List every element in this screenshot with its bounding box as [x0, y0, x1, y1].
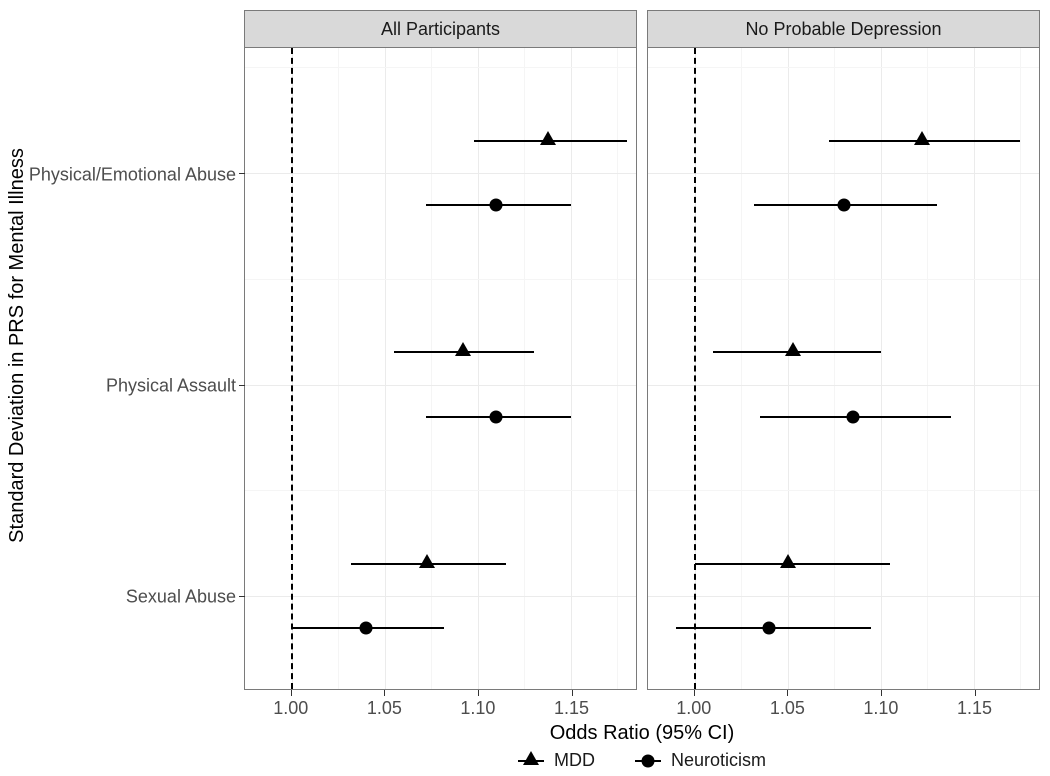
legend-item: MDD — [518, 750, 595, 771]
triangle-marker — [785, 342, 801, 356]
y-tick-mark — [239, 596, 245, 597]
circle-marker — [846, 410, 859, 423]
y-tick-mark — [239, 385, 245, 386]
grid-horizontal-minor — [648, 67, 1039, 68]
legend-item: Neuroticism — [635, 750, 766, 771]
circle-marker — [763, 622, 776, 635]
triangle-marker — [540, 131, 556, 145]
grid-vertical-minor — [741, 48, 742, 689]
panel-strip: All Participants — [244, 10, 637, 48]
y-axis-title-text: Standard Deviation in PRS for Mental Ill… — [6, 148, 29, 543]
x-tick-mark — [975, 690, 976, 696]
panel: All Participants — [244, 10, 637, 690]
x-ticks-container: 1.00 1.05 1.10 1.15 1.00 1.05 1.10 1.15 — [244, 690, 1040, 720]
triangle-marker — [914, 131, 930, 145]
grid-vertical-minor — [834, 48, 835, 689]
grid-horizontal-major — [245, 385, 636, 386]
triangle-marker — [780, 554, 796, 568]
circle-marker — [837, 199, 850, 212]
panel-x-ticks: 1.00 1.05 1.10 1.15 — [647, 690, 1040, 720]
y-tick-label: Physical Assault — [106, 376, 236, 397]
grid-vertical-major — [881, 48, 882, 689]
x-tick-mark — [694, 690, 695, 696]
reference-line — [291, 48, 293, 689]
y-tick-mark — [239, 173, 245, 174]
grid-horizontal-major — [245, 173, 636, 174]
panel-strip: No Probable Depression — [647, 10, 1040, 48]
grid-vertical-major — [571, 48, 572, 689]
x-tick-mark — [291, 690, 292, 696]
x-tick-label: 1.00 — [676, 698, 711, 719]
grid-vertical-major — [788, 48, 789, 689]
plot-area — [244, 48, 637, 690]
grid-vertical-major — [478, 48, 479, 689]
grid-horizontal-minor — [245, 279, 636, 280]
triangle-marker — [455, 342, 471, 356]
x-tick-label: 1.10 — [863, 698, 898, 719]
grid-horizontal-minor — [648, 279, 1039, 280]
grid-vertical-minor — [431, 48, 432, 689]
legend: MDD Neuroticism — [244, 750, 1040, 771]
x-tick-label: 1.00 — [273, 698, 308, 719]
x-tick-label: 1.10 — [460, 698, 495, 719]
circle-marker — [360, 622, 373, 635]
y-tick-labels: Physical/Emotional AbusePhysical Assault… — [34, 50, 244, 690]
x-tick-mark — [384, 690, 385, 696]
forest-plot-figure: Standard Deviation in PRS for Mental Ill… — [0, 0, 1050, 776]
x-axis-title: Odds Ratio (95% CI) — [244, 722, 1040, 745]
grid-vertical-major — [974, 48, 975, 689]
grid-horizontal-minor — [648, 490, 1039, 491]
grid-horizontal-major — [245, 596, 636, 597]
grid-horizontal-major — [648, 596, 1039, 597]
grid-horizontal-minor — [245, 490, 636, 491]
legend-label: MDD — [554, 750, 595, 771]
x-tick-mark — [787, 690, 788, 696]
circle-marker — [490, 410, 503, 423]
panel-x-ticks: 1.00 1.05 1.10 1.15 — [244, 690, 637, 720]
grid-horizontal-major — [648, 173, 1039, 174]
grid-vertical-minor — [617, 48, 618, 689]
x-tick-label: 1.05 — [770, 698, 805, 719]
triangle-marker — [419, 554, 435, 568]
y-tick-label: Sexual Abuse — [126, 587, 236, 608]
triangle-icon — [523, 751, 539, 765]
x-tick-mark — [478, 690, 479, 696]
x-tick-label: 1.05 — [367, 698, 402, 719]
grid-vertical-minor — [524, 48, 525, 689]
x-tick-mark — [881, 690, 882, 696]
panel: No Probable Depression — [647, 10, 1040, 690]
plot-area — [647, 48, 1040, 690]
y-axis-title: Standard Deviation in PRS for Mental Ill… — [0, 0, 34, 690]
grid-vertical-major — [385, 48, 386, 689]
grid-vertical-minor — [1020, 48, 1021, 689]
panels-container: All Participants No Probable Depression — [244, 10, 1040, 690]
x-tick-mark — [572, 690, 573, 696]
x-tick-label: 1.15 — [554, 698, 589, 719]
reference-line — [694, 48, 696, 689]
circle-marker — [490, 199, 503, 212]
legend-key — [635, 751, 661, 771]
grid-vertical-minor — [338, 48, 339, 689]
x-tick-label: 1.15 — [957, 698, 992, 719]
grid-horizontal-major — [648, 385, 1039, 386]
circle-icon — [641, 754, 654, 767]
legend-key — [518, 751, 544, 771]
y-tick-label: Physical/Emotional Abuse — [29, 164, 236, 185]
legend-label: Neuroticism — [671, 750, 766, 771]
grid-horizontal-minor — [245, 67, 636, 68]
